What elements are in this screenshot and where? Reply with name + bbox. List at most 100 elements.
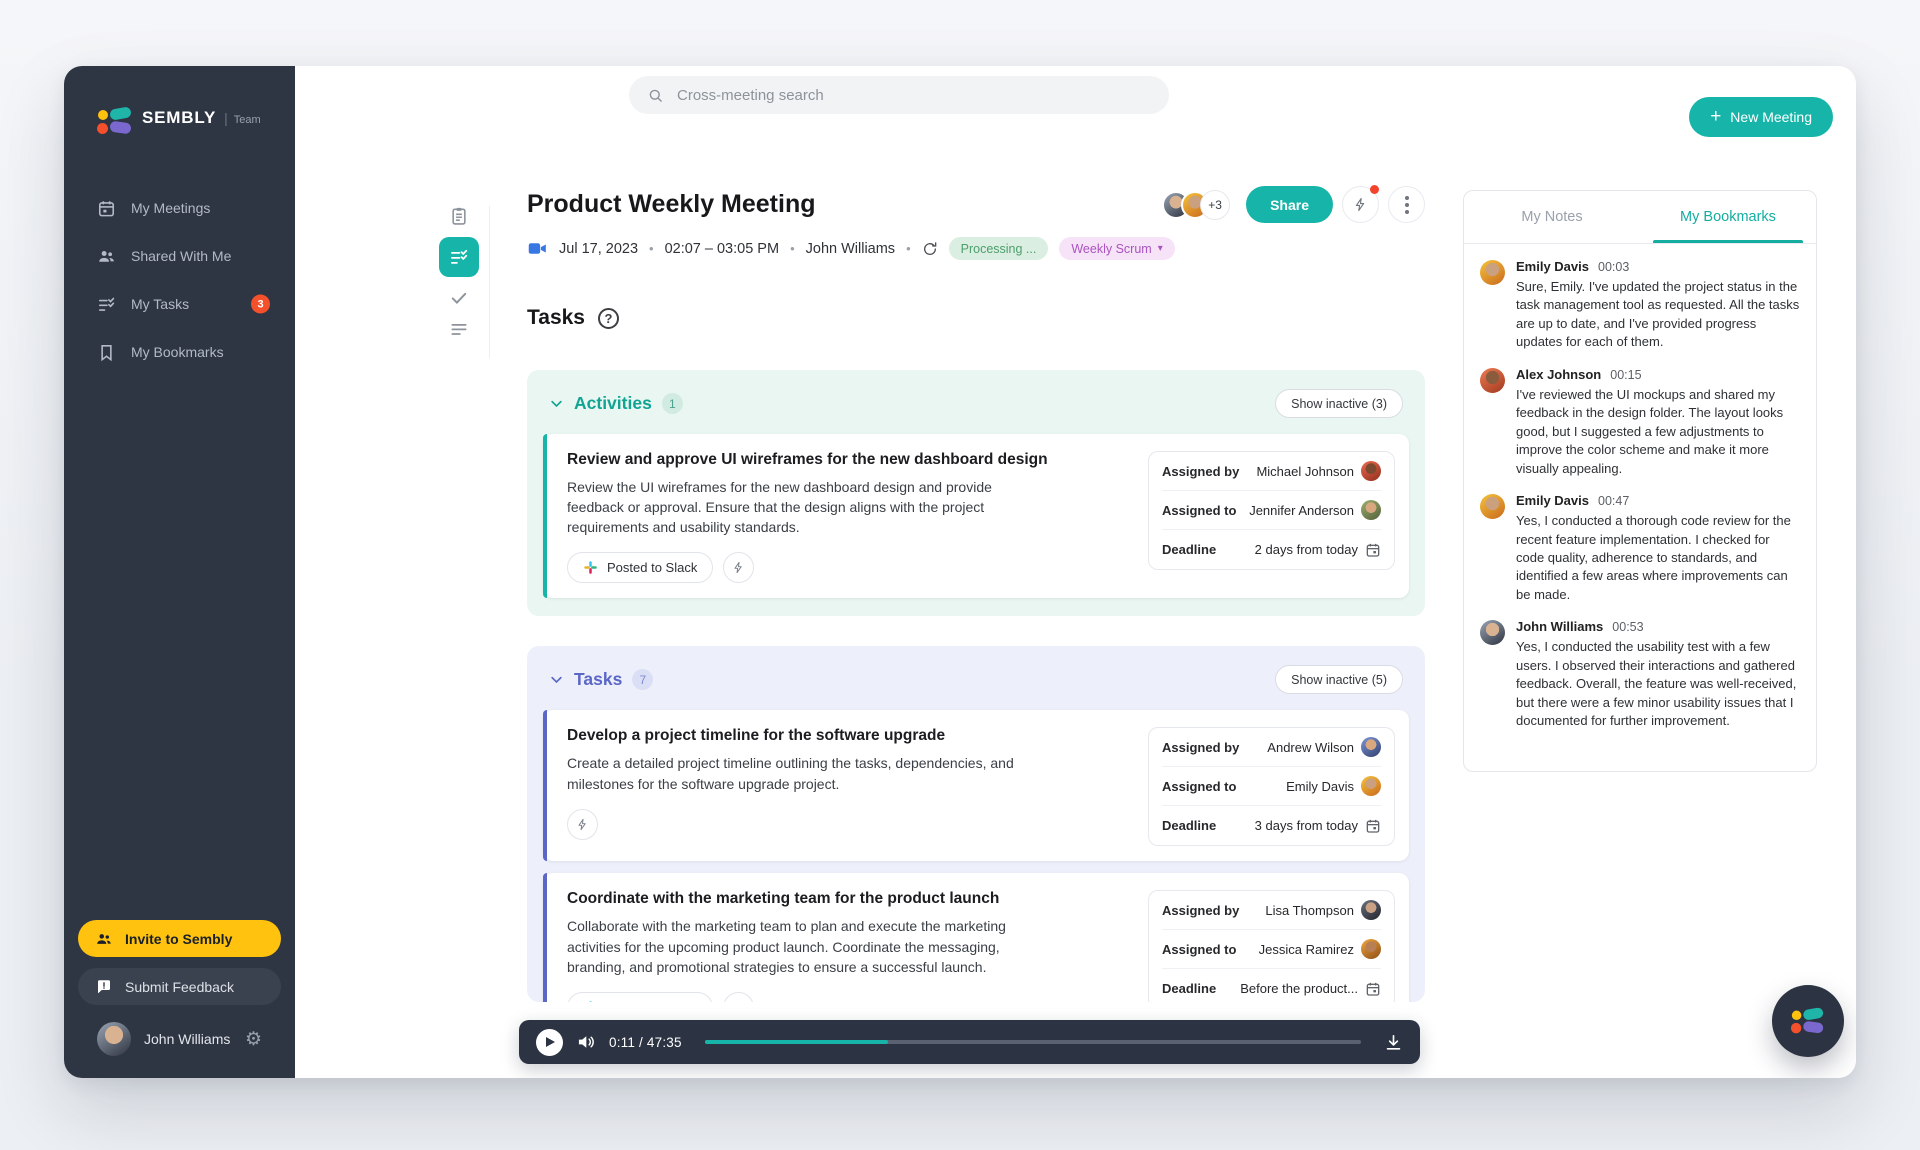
more-attendees-badge[interactable]: +3 — [1200, 189, 1231, 220]
brand-name: SEMBLY — [142, 108, 217, 127]
download-button[interactable] — [1384, 1033, 1403, 1052]
task-card[interactable]: Develop a project timeline for the softw… — [543, 710, 1409, 862]
note-author: Emily Davis — [1516, 493, 1589, 509]
settings-gear-icon[interactable]: ⚙ — [244, 1028, 262, 1050]
sync-button[interactable] — [922, 241, 938, 257]
people-icon — [99, 250, 114, 262]
summary-lines-button[interactable] — [449, 319, 469, 339]
decisions-check-button[interactable] — [449, 288, 469, 308]
activity-card[interactable]: Review and approve UI wireframes for the… — [543, 434, 1409, 599]
section-title: Activities — [574, 393, 652, 413]
note-author: John Williams — [1516, 619, 1604, 635]
meeting-title: Product Weekly Meeting — [527, 190, 816, 218]
automation-chip[interactable] — [567, 808, 598, 840]
lightning-icon — [738, 1001, 740, 1003]
automation-chip[interactable] — [723, 552, 755, 584]
chevron-down-icon — [551, 400, 562, 408]
transcript-clipboard-button[interactable] — [449, 206, 469, 226]
note-text: Yes, I conducted a thorough code review … — [1516, 513, 1791, 602]
brand-suffix: Team — [233, 114, 261, 126]
sidebar-item-label: Shared With Me — [131, 248, 232, 264]
deadline-row: Deadline Before the product... — [1162, 969, 1381, 1002]
volume-button[interactable] — [576, 1032, 596, 1052]
progress-track[interactable] — [704, 1040, 1361, 1044]
chevron-down-icon: ▾ — [1157, 242, 1163, 254]
tab-my-notes[interactable]: My Notes — [1464, 191, 1640, 243]
search-input[interactable] — [677, 86, 1151, 104]
video-camera-icon — [528, 243, 546, 254]
section-title: Tasks — [574, 669, 623, 690]
posted-to-slack-chip[interactable]: Posted to Slack — [567, 991, 714, 1003]
card-description: Review the UI wireframes for the new das… — [567, 479, 992, 536]
sidebar-nav: My Meetings Shared With Me My Tasks 3 My… — [64, 184, 295, 376]
submit-feedback-button[interactable]: Submit Feedback — [78, 968, 281, 1005]
assigned-to-value: Emily Davis — [1286, 778, 1354, 794]
assigned-by-row: Assigned by Andrew Wilson — [1162, 728, 1381, 768]
deadline-row: Deadline 3 days from today — [1162, 806, 1381, 845]
collapse-activities-button[interactable] — [549, 396, 564, 411]
avatar — [1361, 500, 1381, 520]
note-item: Alex Johnson 00:15 I've reviewed the UI m… — [1480, 367, 1800, 478]
lightning-icon — [578, 818, 586, 830]
meeting-type-label: Weekly Scrum — [1071, 241, 1152, 256]
sidebar-item-my-tasks[interactable]: My Tasks 3 — [64, 280, 295, 328]
player-progress-fill — [704, 1040, 889, 1044]
page-title: Tasks — [527, 306, 585, 329]
task-card[interactable]: Coordinate with the marketing team for t… — [543, 873, 1409, 1003]
attendee-avatar-stack[interactable]: +3 — [1162, 189, 1231, 220]
automations-button[interactable] — [1342, 185, 1379, 223]
note-timestamp[interactable]: 00:03 — [1598, 260, 1630, 274]
card-description: Create a detailed project timeline outli… — [567, 755, 1014, 792]
note-timestamp[interactable]: 00:53 — [1612, 620, 1644, 635]
card-title: Review and approve UI wireframes for the… — [567, 451, 1048, 468]
my-tasks-count-badge: 3 — [251, 294, 270, 314]
avatar — [1480, 367, 1505, 393]
play-button[interactable] — [536, 1028, 563, 1056]
note-item: Emily Davis 00:47 Yes, I conducted a thor… — [1480, 493, 1800, 604]
calendar-icon — [1366, 982, 1380, 996]
show-inactive-button[interactable]: Show inactive (3) — [1275, 389, 1403, 418]
clipboard-icon — [451, 207, 466, 225]
invite-to-sembly-button[interactable]: Invite to Sembly — [78, 920, 281, 957]
sidebar-item-shared-with-me[interactable]: Shared With Me — [64, 232, 295, 280]
assigned-by-value: Lisa Thompson — [1265, 902, 1354, 918]
play-icon — [546, 1037, 555, 1047]
assigned-to-value: Jessica Ramirez — [1258, 941, 1354, 957]
sidebar-item-my-bookmarks[interactable]: My Bookmarks — [64, 328, 295, 376]
meeting-document: Product Weekly Meeting +3 Share — [527, 185, 1425, 1003]
avatar — [1361, 900, 1381, 921]
tab-my-bookmarks[interactable]: My Bookmarks — [1640, 191, 1816, 243]
tasks-view-button[interactable] — [438, 237, 479, 277]
feedback-label: Submit Feedback — [125, 978, 234, 995]
assigned-to-row: Assigned to Jennifer Anderson — [1162, 491, 1381, 530]
avatar — [1361, 939, 1381, 960]
lightning-icon — [734, 562, 743, 574]
slack-icon — [589, 1001, 592, 1003]
posted-to-slack-chip[interactable]: Posted to Slack — [567, 552, 714, 584]
assigned-by-row: Assigned by Michael Johnson — [1162, 452, 1381, 491]
sembly-assistant-button[interactable] — [1772, 985, 1844, 1057]
more-options-button[interactable] — [1388, 186, 1425, 223]
assignment-details: Assigned by Lisa Thompson Assigned to Je… — [1148, 890, 1395, 1003]
meeting-meta: Jul 17, 2023 02:07 – 03:05 PM John Willi… — [527, 237, 1425, 260]
share-button[interactable]: Share — [1246, 186, 1333, 223]
header-actions: +3 Share — [1162, 185, 1425, 223]
sidebar-item-my-meetings[interactable]: My Meetings — [64, 184, 295, 232]
playback-time: 0:11 / 47:35 — [609, 1034, 682, 1050]
note-author: Alex Johnson — [1516, 366, 1602, 382]
sembly-logo-icon — [1790, 1006, 1825, 1034]
user-profile-row[interactable]: John Williams ⚙ — [78, 1005, 281, 1078]
avatar — [1361, 737, 1381, 758]
note-timestamp[interactable]: 00:15 — [1610, 367, 1642, 382]
cross-meeting-search[interactable] — [629, 76, 1169, 114]
help-icon[interactable]: ? — [598, 307, 619, 329]
chip-label: Posted to Slack — [607, 560, 698, 576]
card-description: Collaborate with the marketing team to p… — [567, 918, 1006, 975]
collapse-tasks-button[interactable] — [549, 672, 564, 687]
feedback-icon — [98, 979, 110, 993]
meeting-type-dropdown[interactable]: Weekly Scrum ▾ — [1059, 237, 1175, 260]
automation-chip[interactable] — [723, 991, 755, 1003]
new-meeting-button[interactable]: + New Meeting — [1689, 97, 1833, 137]
show-inactive-button[interactable]: Show inactive (5) — [1275, 665, 1403, 695]
note-timestamp[interactable]: 00:47 — [1598, 494, 1630, 509]
